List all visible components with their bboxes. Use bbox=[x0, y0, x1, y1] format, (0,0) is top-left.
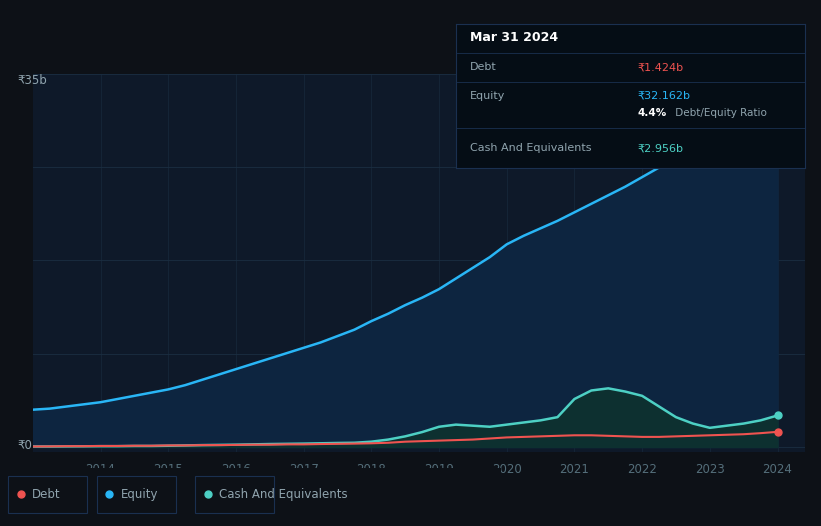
Text: Cash And Equivalents: Cash And Equivalents bbox=[470, 143, 591, 153]
Text: Mar 31 2024: Mar 31 2024 bbox=[470, 31, 557, 44]
Text: Equity: Equity bbox=[121, 488, 158, 501]
Text: 4.4%: 4.4% bbox=[637, 108, 667, 118]
Text: Debt: Debt bbox=[32, 488, 61, 501]
Text: Debt: Debt bbox=[470, 62, 497, 72]
Text: ₹32.162b: ₹32.162b bbox=[637, 91, 690, 101]
Text: Equity: Equity bbox=[470, 91, 505, 101]
Text: ₹0: ₹0 bbox=[17, 439, 32, 452]
Text: Debt/Equity Ratio: Debt/Equity Ratio bbox=[672, 108, 767, 118]
Text: ₹2.956b: ₹2.956b bbox=[637, 143, 683, 153]
Text: ₹35b: ₹35b bbox=[17, 74, 47, 87]
Text: ₹1.424b: ₹1.424b bbox=[637, 62, 683, 72]
Text: Cash And Equivalents: Cash And Equivalents bbox=[219, 488, 347, 501]
